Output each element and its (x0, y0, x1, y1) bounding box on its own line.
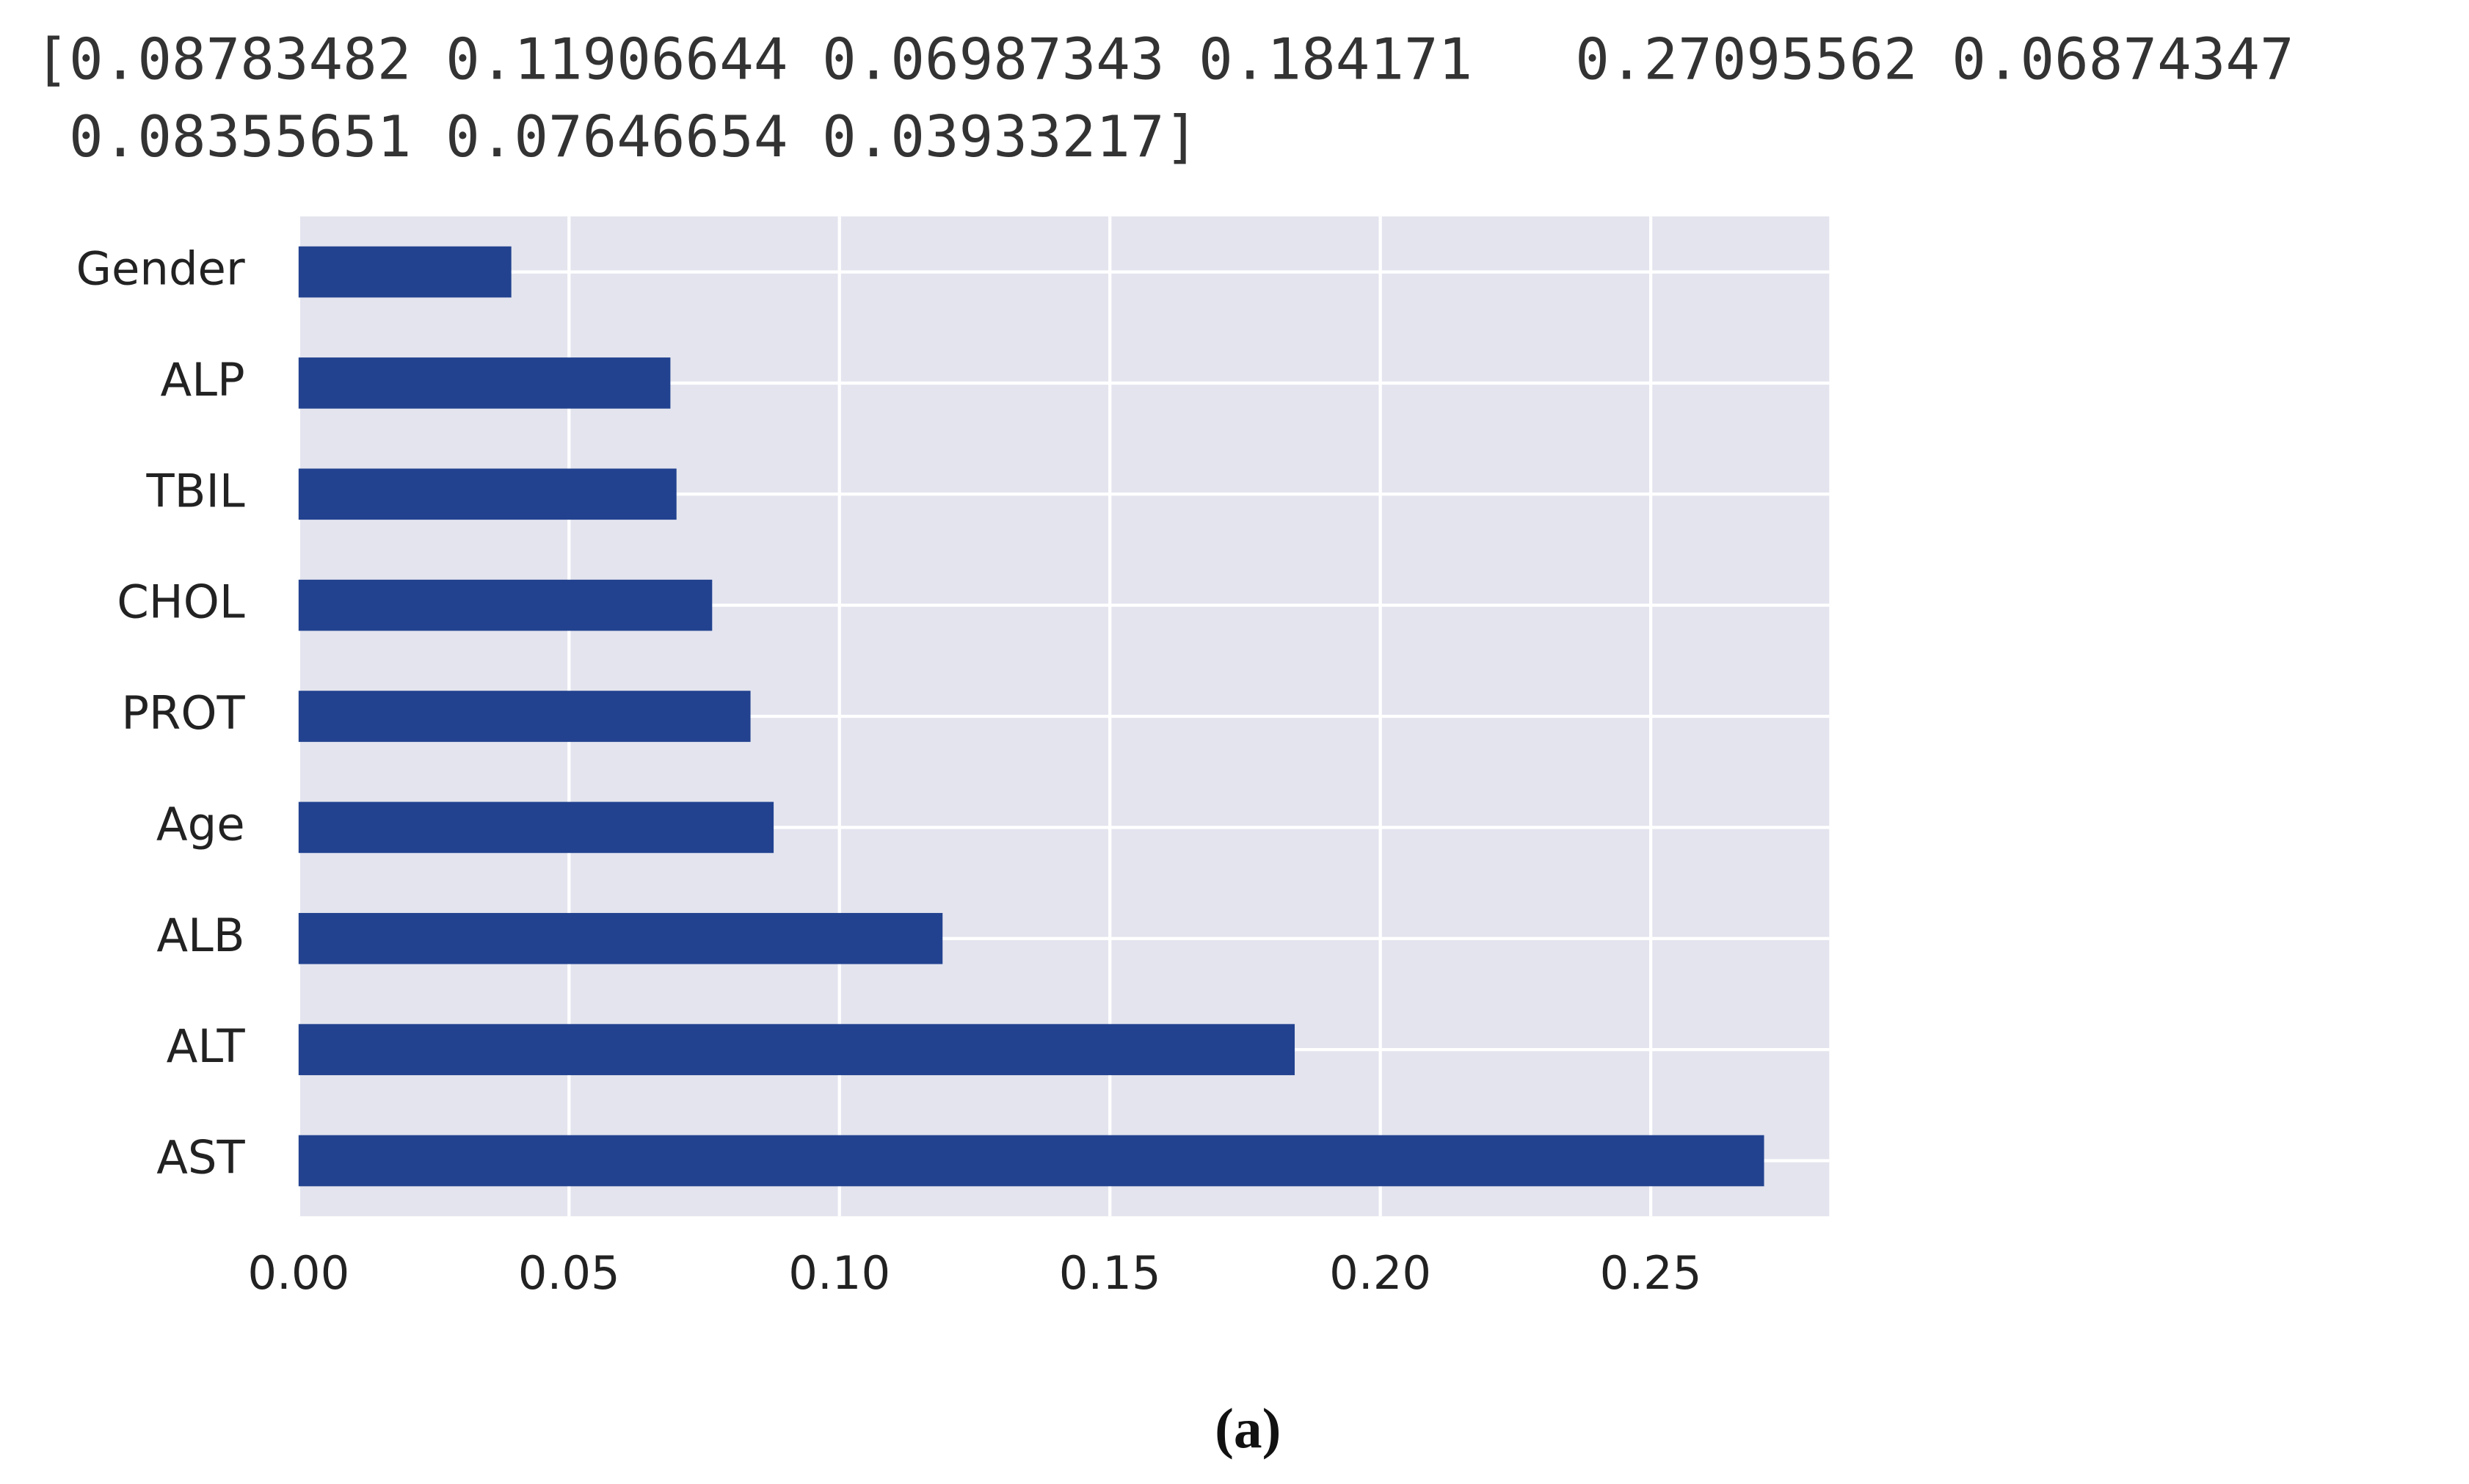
y-tick-label: PROT (121, 686, 245, 740)
bar (298, 1135, 1764, 1187)
y-tick-label: AST (156, 1131, 245, 1185)
bar (298, 912, 943, 964)
caption: (a) (1215, 1397, 1281, 1460)
x-tick-label: 0.25 (1600, 1246, 1702, 1300)
x-tick-label: 0.05 (518, 1246, 620, 1300)
plot: 0.00 0.05 0.10 0.15 0.20 0.25 AST ALT ALB Age PROT… (76, 216, 1830, 1300)
bar (298, 1024, 1295, 1075)
printed-output-line: [0.08783482 0.11906644 0.06987343 0.1841… (34, 27, 2294, 93)
y-tick-label: TBIL (146, 464, 245, 517)
y-tick-label: Age (156, 797, 245, 851)
bar (298, 801, 774, 854)
x-tick-label: 0.20 (1329, 1246, 1431, 1300)
bar (298, 246, 512, 298)
y-tick-label: ALB (156, 909, 244, 962)
bar (298, 579, 713, 631)
x-tick-label: 0.00 (247, 1246, 349, 1300)
bar (298, 468, 677, 520)
printed-output-line: 0.08355651 0.07646654 0.03933217] (34, 104, 1199, 170)
y-tick-label: CHOL (117, 575, 245, 629)
bar (298, 691, 751, 742)
y-tick-label: ALP (161, 353, 245, 407)
x-tick-label: 0.15 (1059, 1246, 1161, 1300)
x-tick-label: 0.10 (788, 1246, 890, 1300)
bar (298, 357, 671, 409)
y-tick-label: ALT (167, 1019, 246, 1073)
y-tick-label: Gender (76, 242, 245, 296)
